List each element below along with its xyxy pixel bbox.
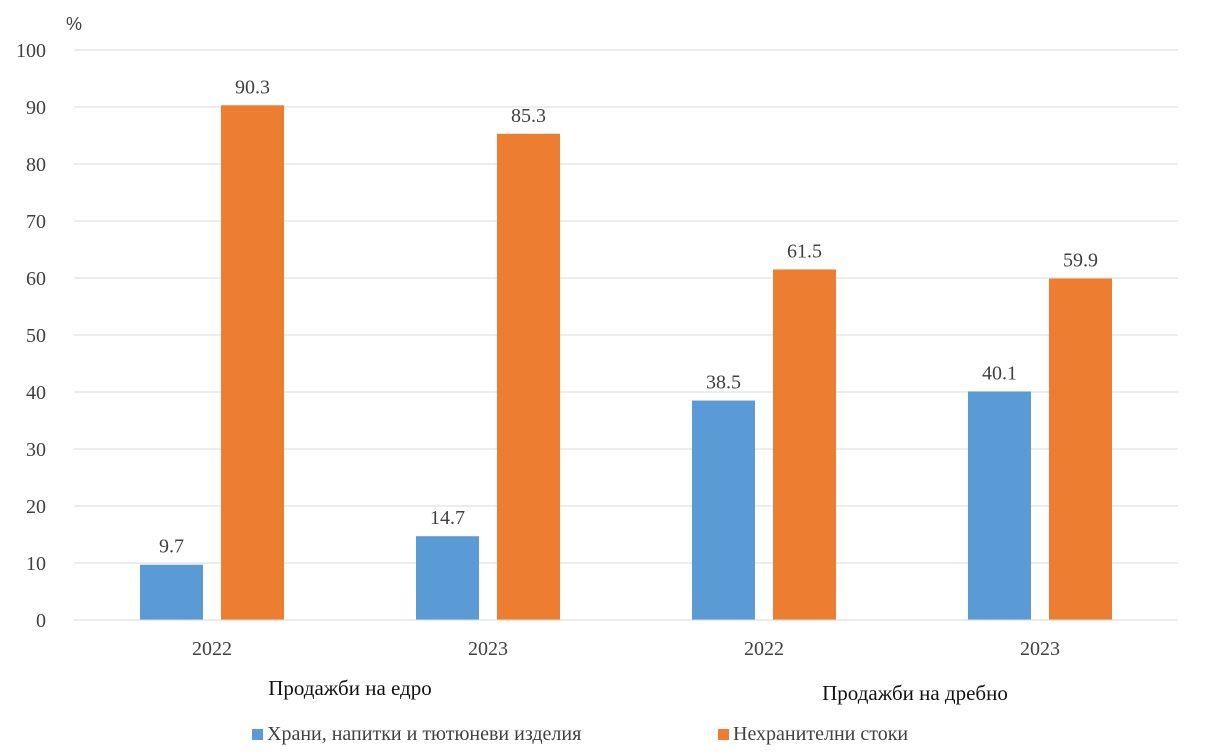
bars bbox=[140, 105, 1112, 621]
data-label-series-0-cat-1: 14.7 bbox=[430, 507, 465, 529]
data-label-series-0-cat-2: 38.5 bbox=[706, 372, 741, 394]
legend-label: Нехранителни стоки bbox=[733, 723, 908, 745]
group-label: Продажби на дребно bbox=[822, 681, 1008, 705]
y-axis-unit-label: % bbox=[66, 14, 82, 34]
group-label: Продажби на едро bbox=[268, 676, 432, 700]
y-tick-label: 10 bbox=[26, 553, 46, 575]
data-label-series-1-cat-1: 85.3 bbox=[511, 105, 546, 127]
y-tick-label: 90 bbox=[26, 97, 46, 119]
bar-series-1-cat-2 bbox=[773, 269, 836, 620]
bar-series-1-cat-0 bbox=[221, 105, 284, 621]
bar-series-0-cat-2 bbox=[692, 400, 755, 620]
x-tick-label: 2023 bbox=[1020, 638, 1060, 660]
y-tick-label: 60 bbox=[26, 268, 46, 290]
x-tick-label: 2022 bbox=[192, 638, 232, 660]
data-labels: 9.7 90.3 14.7 85.3 38.5 61.5 40.1 59.9 bbox=[159, 76, 1098, 557]
y-axis-ticks: 0 10 20 30 40 50 60 70 80 90 100 bbox=[16, 40, 46, 632]
bar-series-1-cat-1 bbox=[497, 133, 560, 621]
y-tick-label: 40 bbox=[26, 382, 46, 404]
bar-series-0-cat-0 bbox=[140, 564, 203, 620]
bar-series-0-cat-1 bbox=[416, 536, 479, 620]
data-label-series-1-cat-2: 61.5 bbox=[787, 240, 822, 262]
data-label-series-0-cat-0: 9.7 bbox=[159, 536, 184, 558]
x-axis-ticks: 2022 2023 2022 2023 bbox=[192, 638, 1060, 660]
legend-swatch bbox=[718, 729, 729, 740]
bar-series-0-cat-3 bbox=[968, 391, 1031, 620]
legend-swatch bbox=[252, 729, 263, 740]
data-label-series-1-cat-3: 59.9 bbox=[1063, 250, 1098, 272]
legend-label: Храни, напитки и тютюневи изделия bbox=[267, 723, 581, 745]
data-label-series-1-cat-0: 90.3 bbox=[235, 76, 270, 98]
category-groups: Продажби на едро Продажби на дребно bbox=[268, 676, 1008, 705]
x-tick-label: 2022 bbox=[744, 638, 784, 660]
y-tick-label: 50 bbox=[26, 325, 46, 347]
y-tick-label: 70 bbox=[26, 211, 46, 233]
bar-series-1-cat-3 bbox=[1049, 278, 1112, 620]
y-tick-label: 30 bbox=[26, 439, 46, 461]
legend: Храни, напитки и тютюневи изделия Нехрани… bbox=[252, 723, 908, 745]
y-tick-label: 0 bbox=[36, 610, 46, 632]
data-label-series-0-cat-3: 40.1 bbox=[982, 362, 1017, 384]
y-tick-label: 20 bbox=[26, 496, 46, 518]
x-tick-label: 2023 bbox=[468, 638, 508, 660]
y-tick-label: 80 bbox=[26, 154, 46, 176]
y-tick-label: 100 bbox=[16, 40, 46, 62]
